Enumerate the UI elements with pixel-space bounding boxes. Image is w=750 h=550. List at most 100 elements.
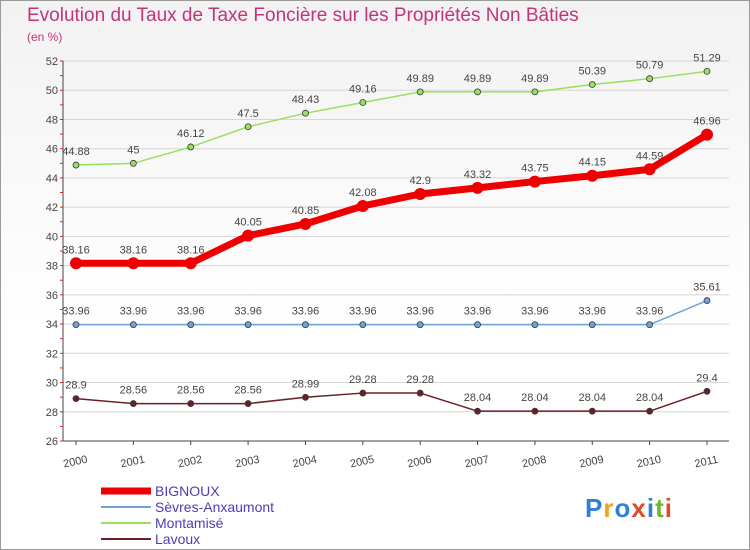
data-label: 46.12 (177, 128, 205, 140)
data-point (586, 169, 599, 182)
data-point (588, 321, 596, 329)
data-point (302, 393, 309, 401)
y-tick-label: 28 (46, 407, 58, 419)
data-label: 28.56 (120, 385, 148, 397)
data-label: 33.96 (120, 306, 148, 318)
data-label: 33.96 (349, 306, 377, 318)
x-tick-label: 2011 (694, 454, 720, 471)
x-tick-label: 2004 (292, 454, 318, 471)
data-label: 33.96 (234, 306, 262, 318)
data-point (531, 407, 539, 415)
x-tick-label: 2000 (62, 454, 88, 471)
data-label: 40.05 (234, 217, 262, 229)
data-point (72, 395, 80, 403)
x-tick-label: 2002 (177, 454, 203, 471)
data-label: 29.28 (349, 374, 377, 386)
x-tick-label: 2009 (578, 454, 604, 471)
series-line (75, 390, 708, 412)
data-label: 33.96 (464, 306, 492, 318)
data-point (299, 217, 312, 230)
data-point (701, 128, 713, 141)
data-point (703, 67, 711, 75)
y-tick-label: 50 (46, 85, 58, 97)
data-point (531, 88, 539, 96)
data-point (356, 199, 369, 212)
y-tick-label: 42 (46, 202, 58, 214)
y-tick-label: 36 (46, 290, 58, 302)
chart-title: Evolution du Taux de Taxe Foncière sur l… (27, 5, 579, 26)
data-point (302, 109, 309, 117)
y-tick-label: 40 (46, 231, 58, 243)
data-point (187, 143, 195, 151)
data-point (359, 99, 367, 106)
data-point (416, 88, 424, 96)
x-tick-label: 2007 (464, 454, 490, 471)
data-label: 29.4 (696, 372, 717, 384)
data-point (184, 257, 197, 270)
chart-subtitle: (en %) (27, 30, 63, 44)
data-point (474, 88, 481, 96)
data-label: 35.61 (693, 282, 721, 294)
series-line (76, 131, 709, 267)
data-label: 49.89 (406, 73, 434, 85)
data-label: 50.79 (636, 60, 664, 72)
y-tick-label: 34 (46, 319, 58, 331)
data-point (643, 163, 656, 176)
y-tick-label: 44 (46, 173, 58, 185)
data-point (703, 297, 711, 304)
data-point (646, 321, 654, 329)
data-point (416, 321, 424, 329)
data-point (588, 81, 596, 88)
data-point (242, 229, 255, 242)
data-label: 38.16 (62, 244, 90, 256)
data-point (129, 159, 137, 167)
data-point (416, 389, 424, 397)
y-tick-label: 48 (46, 114, 58, 126)
data-label: 51.29 (693, 52, 721, 64)
data-label: 28.04 (521, 392, 549, 404)
data-point (359, 389, 367, 397)
x-tick-label: 2008 (521, 454, 547, 471)
legend-label: Sèvres-Anxaumont (155, 499, 274, 515)
data-point (528, 175, 541, 188)
data-point (471, 181, 484, 194)
data-point (72, 161, 80, 169)
data-label: 33.96 (406, 306, 434, 318)
data-label: 28.04 (464, 392, 492, 404)
data-point (129, 321, 137, 329)
data-point (474, 321, 481, 329)
data-point (187, 321, 195, 329)
data-point (244, 321, 252, 329)
data-label: 33.96 (292, 306, 320, 318)
data-point (646, 75, 654, 83)
data-point (646, 407, 654, 415)
data-point (72, 321, 80, 329)
data-label: 45 (127, 144, 139, 156)
y-tick-label: 30 (46, 378, 58, 390)
data-label: 33.96 (579, 306, 607, 318)
data-label: 33.96 (177, 306, 205, 318)
data-label: 48.43 (292, 94, 320, 106)
data-point (129, 400, 137, 407)
data-label: 43.32 (464, 169, 492, 181)
data-label: 29.28 (406, 374, 434, 386)
data-label: 43.75 (521, 163, 549, 175)
x-tick-label: 2010 (636, 454, 662, 471)
data-label: 28.04 (636, 392, 664, 404)
data-label: 49.89 (464, 73, 492, 85)
series-line (76, 299, 708, 326)
proxiti-logo: Proxiti (585, 493, 673, 523)
y-tick-label: 26 (46, 436, 58, 448)
data-label: 44.15 (579, 157, 607, 169)
data-point (588, 407, 596, 415)
x-tick-label: 2003 (234, 454, 260, 471)
legend-label: Lavoux (155, 531, 200, 547)
x-tick-label: 2005 (349, 454, 375, 471)
data-label: 49.89 (521, 73, 549, 85)
data-label: 28.04 (579, 392, 607, 404)
data-label: 40.85 (292, 205, 320, 217)
data-point (70, 257, 82, 270)
series-line (75, 70, 708, 166)
legend-label: BIGNOUX (155, 483, 220, 499)
